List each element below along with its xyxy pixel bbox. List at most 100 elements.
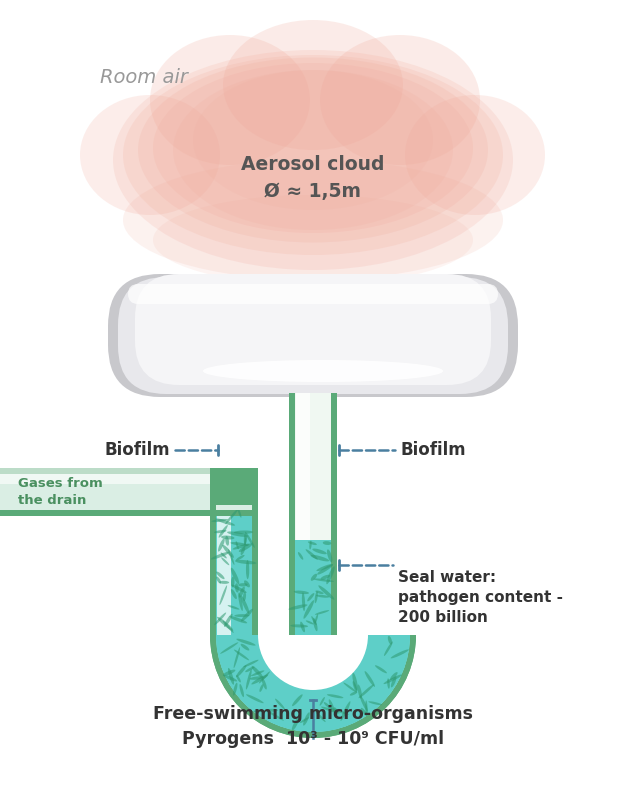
Ellipse shape	[326, 566, 335, 584]
Ellipse shape	[212, 519, 228, 522]
Ellipse shape	[223, 20, 403, 150]
Ellipse shape	[313, 618, 317, 631]
Ellipse shape	[315, 591, 318, 603]
Ellipse shape	[218, 538, 225, 551]
Ellipse shape	[275, 698, 285, 710]
Ellipse shape	[364, 671, 375, 687]
Ellipse shape	[368, 702, 382, 706]
Ellipse shape	[308, 542, 317, 545]
Ellipse shape	[243, 592, 246, 601]
Ellipse shape	[239, 583, 248, 586]
Ellipse shape	[300, 622, 305, 632]
Ellipse shape	[251, 674, 269, 685]
Ellipse shape	[304, 600, 314, 618]
Ellipse shape	[245, 666, 255, 672]
Wedge shape	[258, 635, 368, 690]
Ellipse shape	[229, 616, 247, 623]
Bar	[295, 520, 331, 635]
Ellipse shape	[235, 541, 239, 550]
Ellipse shape	[320, 35, 480, 165]
Ellipse shape	[214, 530, 227, 533]
Ellipse shape	[235, 583, 239, 593]
Ellipse shape	[244, 534, 247, 546]
Ellipse shape	[138, 58, 488, 242]
Ellipse shape	[225, 536, 229, 546]
Ellipse shape	[360, 695, 368, 712]
Bar	[216, 505, 252, 510]
Ellipse shape	[240, 546, 245, 555]
Ellipse shape	[231, 568, 239, 584]
Ellipse shape	[220, 586, 227, 605]
Ellipse shape	[324, 702, 332, 710]
Text: Aerosol cloud
Ø ≈ 1,5m: Aerosol cloud Ø ≈ 1,5m	[241, 154, 385, 202]
Ellipse shape	[341, 701, 351, 721]
Ellipse shape	[314, 578, 334, 582]
Text: Gases from
the drain: Gases from the drain	[18, 477, 103, 507]
Ellipse shape	[320, 697, 325, 706]
Ellipse shape	[294, 590, 309, 594]
Ellipse shape	[214, 613, 226, 625]
Bar	[296, 393, 310, 520]
Ellipse shape	[231, 577, 235, 587]
Ellipse shape	[311, 616, 317, 625]
Ellipse shape	[113, 50, 513, 270]
Ellipse shape	[366, 700, 367, 716]
Ellipse shape	[357, 685, 362, 699]
Ellipse shape	[391, 677, 396, 687]
Ellipse shape	[298, 709, 302, 722]
Ellipse shape	[231, 589, 237, 599]
Bar	[295, 520, 331, 540]
Ellipse shape	[228, 549, 234, 565]
Ellipse shape	[219, 581, 229, 584]
Bar	[296, 520, 310, 540]
Ellipse shape	[239, 586, 245, 598]
Ellipse shape	[310, 555, 329, 562]
Ellipse shape	[236, 675, 241, 682]
Wedge shape	[216, 635, 410, 732]
Ellipse shape	[231, 585, 247, 593]
Ellipse shape	[233, 647, 240, 668]
Wedge shape	[250, 497, 258, 505]
Ellipse shape	[302, 592, 305, 611]
Ellipse shape	[259, 684, 264, 692]
Ellipse shape	[217, 617, 233, 631]
Ellipse shape	[240, 644, 249, 650]
Ellipse shape	[222, 545, 234, 558]
Ellipse shape	[387, 678, 390, 689]
Wedge shape	[216, 635, 410, 732]
Ellipse shape	[216, 577, 221, 584]
Bar	[210, 505, 258, 516]
Ellipse shape	[236, 665, 247, 678]
Ellipse shape	[243, 660, 259, 667]
Ellipse shape	[246, 560, 249, 579]
Ellipse shape	[352, 673, 358, 691]
Ellipse shape	[221, 535, 235, 539]
Ellipse shape	[321, 706, 339, 714]
Ellipse shape	[316, 564, 333, 571]
Bar	[296, 520, 310, 635]
Ellipse shape	[234, 530, 254, 534]
Bar	[0, 474, 258, 510]
Ellipse shape	[218, 525, 228, 538]
Bar	[210, 468, 258, 505]
Ellipse shape	[384, 674, 403, 684]
Ellipse shape	[228, 668, 234, 685]
Ellipse shape	[321, 574, 330, 580]
Ellipse shape	[334, 707, 338, 715]
Ellipse shape	[265, 709, 278, 712]
Ellipse shape	[331, 708, 349, 714]
Ellipse shape	[384, 642, 393, 656]
Ellipse shape	[350, 691, 357, 696]
FancyBboxPatch shape	[118, 277, 508, 394]
Ellipse shape	[215, 518, 235, 526]
Ellipse shape	[225, 508, 239, 524]
Ellipse shape	[246, 670, 252, 690]
Ellipse shape	[123, 160, 503, 280]
Ellipse shape	[251, 670, 264, 676]
Ellipse shape	[303, 712, 310, 726]
Ellipse shape	[123, 55, 503, 255]
FancyBboxPatch shape	[135, 274, 491, 385]
Ellipse shape	[300, 718, 309, 723]
Ellipse shape	[235, 560, 256, 564]
Ellipse shape	[316, 712, 326, 722]
